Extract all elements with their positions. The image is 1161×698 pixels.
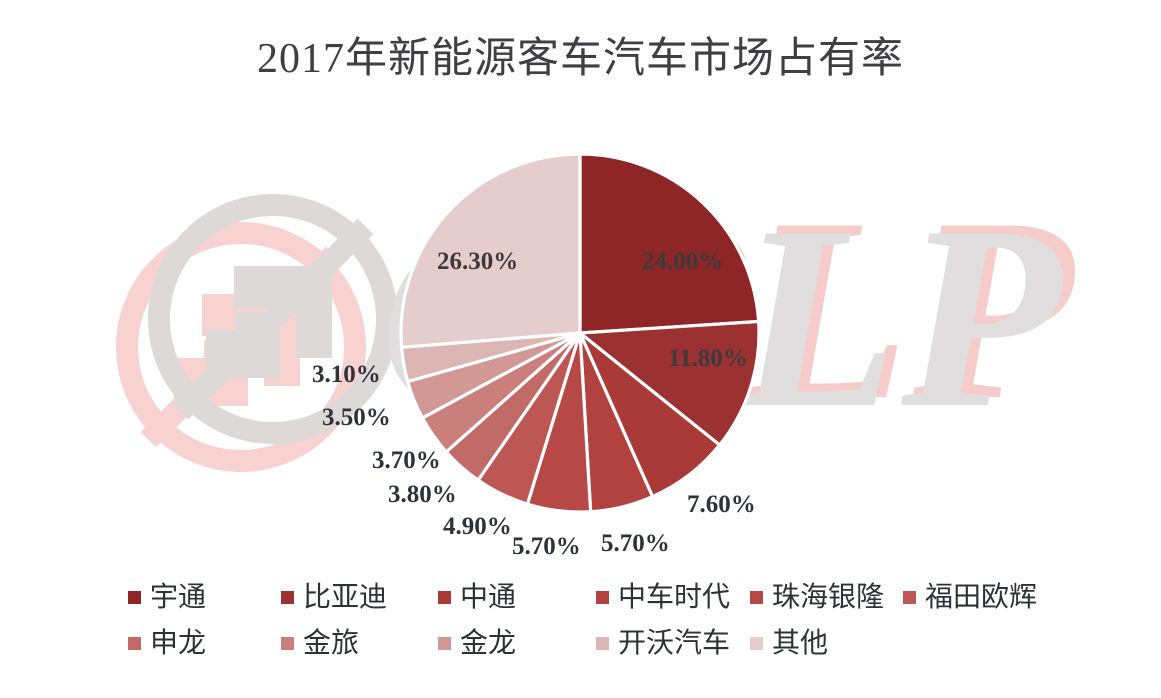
- legend-color-swatch: [128, 636, 141, 650]
- pie-data-label: 5.70%: [601, 530, 670, 557]
- legend-label: 金龙: [460, 627, 517, 658]
- legend-item-福田欧辉[interactable]: 福田欧辉: [903, 580, 1037, 614]
- pie-data-label: 3.10%: [312, 361, 381, 388]
- watermark-logo-glyph-part-a: [174, 340, 248, 406]
- pie-chart: [399, 152, 761, 514]
- legend-item-金龙[interactable]: 金龙: [438, 626, 516, 660]
- watermark-logo-glyph-part-b: [234, 266, 332, 358]
- legend-color-swatch: [750, 636, 763, 650]
- watermark-logo-slash: [140, 246, 342, 448]
- pie-slice[interactable]: [575, 319, 761, 448]
- legend-label: 宇通: [150, 581, 207, 612]
- legend-label: 其他: [772, 627, 829, 658]
- pie-data-label: 7.60%: [687, 491, 756, 518]
- legend-item-开沃汽车[interactable]: 开沃汽车: [596, 626, 730, 660]
- legend-label: 福田欧辉: [925, 581, 1038, 612]
- pie-data-label: 3.50%: [322, 404, 391, 431]
- pie-data-label: 11.80%: [668, 345, 748, 372]
- legend-color-swatch: [596, 590, 609, 604]
- watermark-logo-slash: [172, 218, 374, 420]
- pie-slice[interactable]: [578, 152, 761, 335]
- pie-data-label: 24.00%: [642, 248, 724, 275]
- legend-color-swatch: [903, 590, 916, 604]
- legend-label: 申龙: [150, 627, 207, 658]
- chart-legend: 宇通 比亚迪 中通 中车时代 珠海银隆 福田欧辉申龙 金旅 金龙 开沃汽车 其他: [0, 578, 1161, 670]
- legend-item-珠海银隆[interactable]: 珠海银隆: [750, 580, 884, 614]
- legend-label: 金旅: [303, 627, 360, 658]
- watermark-logo-ring: [116, 222, 366, 472]
- legend-item-金旅[interactable]: 金旅: [281, 626, 359, 660]
- chart-title: 2017年新能源客车汽车市场占有率: [256, 36, 904, 82]
- legend-label: 中通: [460, 581, 517, 612]
- pie-data-label: 4.90%: [443, 513, 512, 540]
- legend-color-swatch: [281, 590, 294, 604]
- legend-label: 开沃汽车: [618, 627, 731, 658]
- legend-item-中通[interactable]: 中通: [438, 580, 516, 614]
- legend-label: 珠海银隆: [772, 581, 885, 612]
- legend-item-申龙[interactable]: 申龙: [128, 626, 206, 660]
- legend-color-swatch: [750, 590, 763, 604]
- watermark-logo-glyph-part-b: [202, 294, 300, 386]
- legend-color-swatch: [128, 590, 141, 604]
- legend-label: 中车时代: [618, 581, 731, 612]
- legend-color-swatch: [438, 636, 451, 650]
- legend-color-swatch: [281, 636, 294, 650]
- legend-row: 申龙 金旅 金龙 开沃汽车 其他: [0, 624, 1161, 670]
- pie-slice[interactable]: [399, 152, 582, 350]
- legend-item-宇通[interactable]: 宇通: [128, 580, 206, 614]
- legend-label: 比亚迪: [303, 581, 388, 612]
- legend-row: 宇通 比亚迪 中通 中车时代 珠海银隆 福田欧辉: [0, 578, 1161, 624]
- legend-item-中车时代[interactable]: 中车时代: [596, 580, 730, 614]
- watermark-logo-pink: [116, 222, 366, 472]
- pie-data-label: 26.30%: [437, 248, 519, 275]
- watermark-logo-glyph: [174, 294, 300, 406]
- legend-color-swatch: [596, 636, 609, 650]
- legend-color-swatch: [438, 590, 451, 604]
- watermark-logo-glyph-part-a: [206, 312, 280, 378]
- pie-svg: [399, 152, 761, 514]
- pie-data-label: 3.80%: [388, 481, 457, 508]
- pie-data-label: 5.70%: [512, 533, 581, 560]
- pie-data-label: 3.70%: [372, 447, 441, 474]
- legend-item-比亚迪[interactable]: 比亚迪: [281, 580, 387, 614]
- legend-item-其他[interactable]: 其他: [750, 626, 828, 660]
